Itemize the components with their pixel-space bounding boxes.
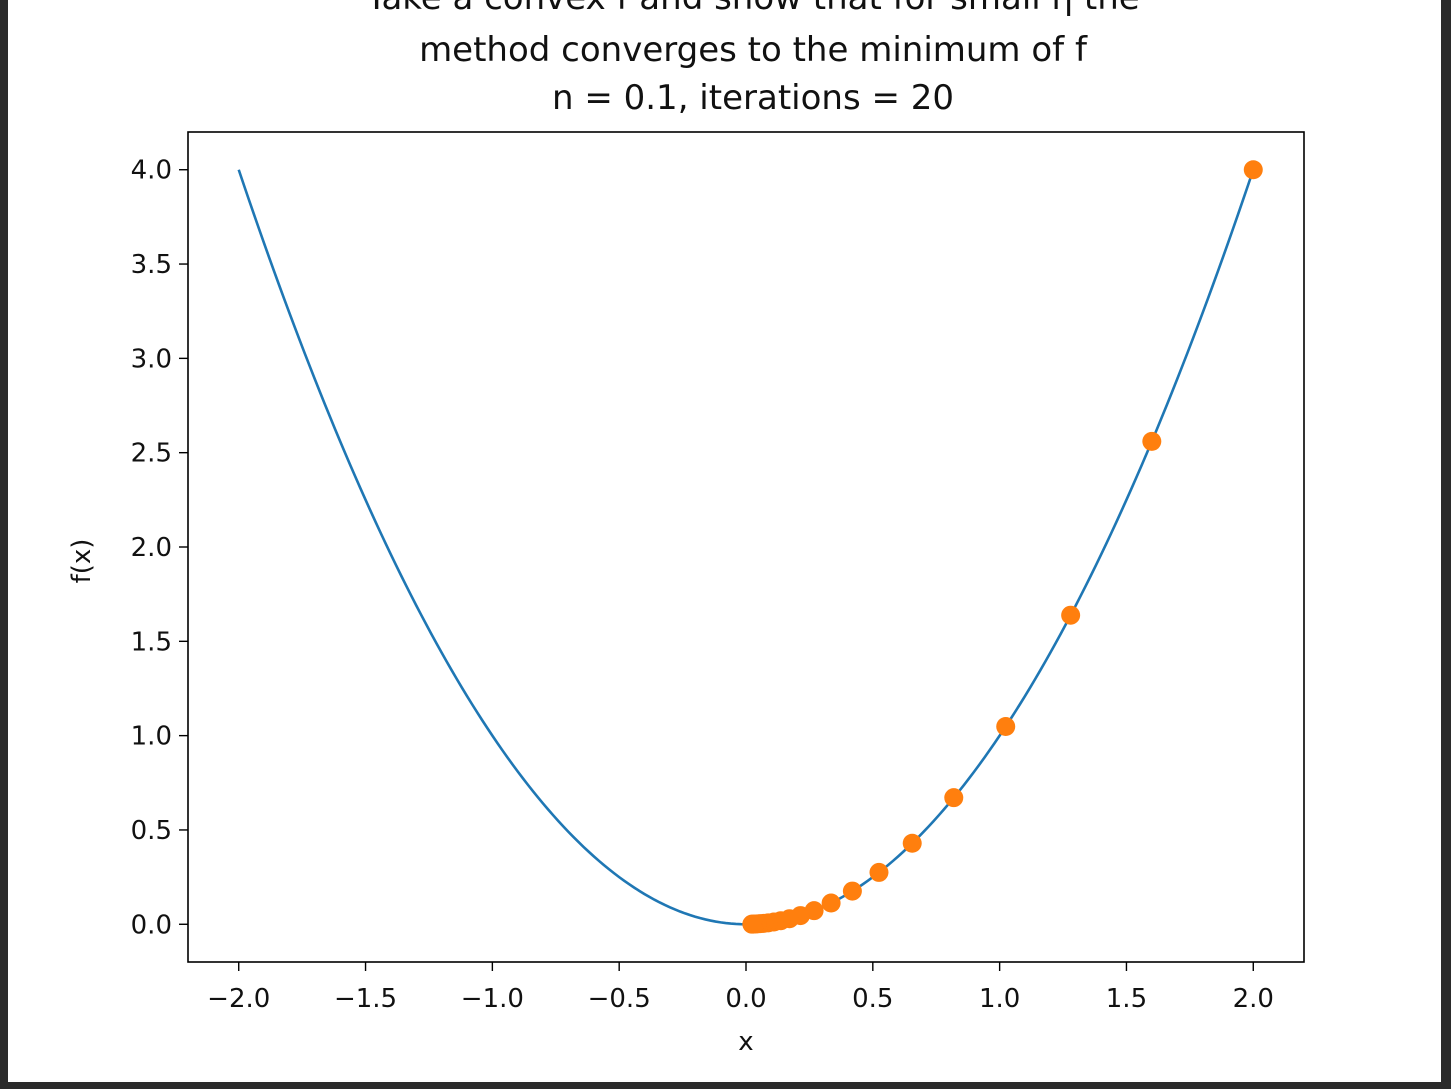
iteration-point	[1142, 431, 1162, 451]
iteration-point	[842, 881, 862, 901]
chart-title-line-3: n = 0.1, iterations = 20	[551, 78, 955, 118]
y-tick-label: 3.0	[131, 344, 172, 374]
iteration-point	[821, 893, 841, 913]
chart-title-line-2: method converges to the minimum of f	[419, 30, 1087, 70]
x-axis-label: x	[738, 1027, 753, 1057]
iteration-point	[902, 833, 922, 853]
iteration-point	[996, 716, 1016, 736]
x-tick-label: 0.0	[725, 984, 766, 1014]
y-axis-label: f(x)	[67, 539, 97, 584]
y-tick-label: 1.5	[131, 627, 172, 657]
y-tick-label: 0.5	[131, 816, 172, 846]
x-tick-label: 2.0	[1233, 984, 1274, 1014]
x-tick-label: 0.5	[852, 984, 893, 1014]
y-tick-label: 0.0	[131, 910, 172, 940]
chart-title-line-1: Take a convex f and show that for small …	[8, 0, 1441, 18]
iteration-point	[1061, 605, 1081, 625]
iteration-point	[1243, 160, 1263, 180]
function-curve	[237, 169, 1255, 926]
figure-canvas: Take a convex f and show that for small …	[8, 0, 1441, 1082]
y-tick-label: 1.0	[131, 722, 172, 752]
x-tick-label: 1.5	[1106, 984, 1147, 1014]
x-tick-label: −1.0	[461, 984, 524, 1014]
y-tick-label: 3.5	[131, 250, 172, 280]
iteration-point	[944, 788, 964, 808]
iteration-point	[869, 862, 889, 882]
axes-frame	[187, 131, 1305, 963]
x-tick-label: −2.0	[207, 984, 270, 1014]
y-tick-label: 4.0	[131, 156, 172, 186]
chart-plot: −2.0 −1.5 −1.0 −0.5 0.0 0.5 1.0 1.5 2.0 0.0 0.5 1.0…	[67, 131, 1305, 1057]
x-tick-label: −0.5	[588, 984, 651, 1014]
iteration-point	[742, 914, 762, 934]
x-tick-label: 1.0	[979, 984, 1020, 1014]
y-tick-label: 2.0	[131, 533, 172, 563]
x-tick-label: −1.5	[334, 984, 397, 1014]
y-tick-label: 2.5	[131, 439, 172, 469]
